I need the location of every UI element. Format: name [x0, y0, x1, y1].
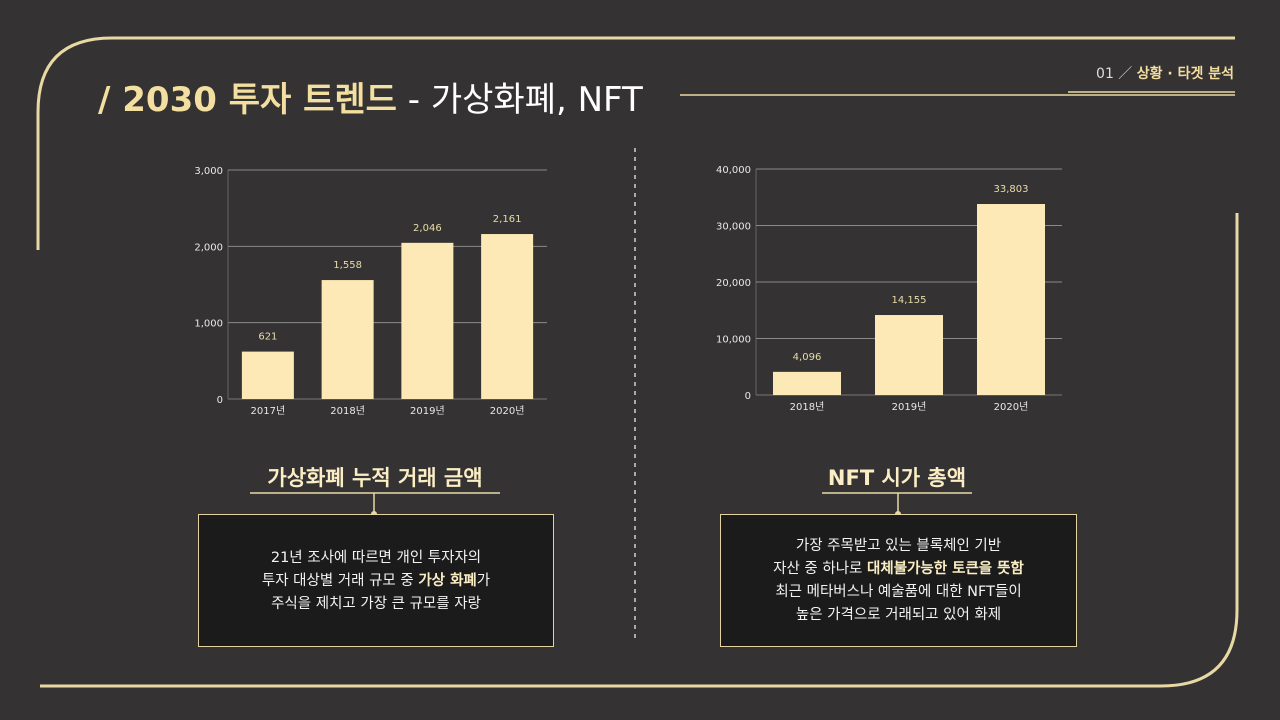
highlight: 가상 화폐 [418, 573, 477, 589]
data-label: 14,155 [892, 295, 927, 306]
text-line: 높은 가격으로 거래되고 있어 화제 [795, 607, 1002, 623]
data-label: 621 [258, 332, 277, 343]
bar [481, 234, 534, 399]
title-sub: - 가상화폐, NFT [396, 80, 643, 120]
section-number: 01 ／ [1096, 66, 1137, 82]
page-title: / 2030 투자 트렌드 - 가상화폐, NFT [98, 72, 643, 121]
x-tick-label: 2020년 [994, 401, 1029, 413]
bar [875, 315, 943, 395]
text-line: 투자 대상별 거래 규모 중 가상 화폐가 [199, 570, 553, 593]
text: 투자 대상별 거래 규모 중 [261, 573, 419, 589]
y-tick-label: 40,000 [716, 165, 751, 176]
text: 자산 중 하나로 [773, 561, 868, 577]
text: 가 [476, 573, 491, 589]
data-label: 33,803 [994, 184, 1029, 195]
x-tick-label: 2018년 [790, 401, 825, 413]
frame-top-left [36, 36, 1235, 250]
bar [321, 280, 374, 399]
y-tick-label: 1,000 [194, 319, 223, 330]
section-header: 01 ／ 상황 · 타겟 분석 [1096, 63, 1234, 83]
chart-nft: 0 10,000 20,000 30,000 40,000 4,096 2018년 14,15… [716, 165, 1062, 413]
highlight: 대체불가능한 토큰을 뜻함 [867, 561, 1024, 577]
bar [773, 371, 841, 395]
text-line: 주식을 제치고 가장 큰 규모를 자랑 [271, 596, 481, 612]
y-tick-label: 10,000 [716, 335, 751, 346]
y-tick-label: 3,000 [194, 166, 223, 177]
data-label: 4,096 [793, 352, 822, 363]
bar [401, 242, 454, 399]
x-tick-label: 2019년 [892, 401, 927, 413]
x-tick-label: 2019년 [410, 405, 445, 417]
title-main: / 2030 투자 트렌드 [98, 80, 397, 120]
text-line: 최근 메타버스나 예술품에 대한 NFT들이 [775, 584, 1022, 600]
x-tick-label: 2020년 [490, 405, 525, 417]
text-line: 21년 조사에 따르면 개인 투자자의 [270, 550, 482, 566]
section-label: 상황 · 타겟 분석 [1136, 66, 1234, 82]
y-tick-label: 0 [745, 391, 751, 402]
crypto-description-box: 21년 조사에 따르면 개인 투자자의 투자 대상별 거래 규모 중 가상 화폐… [198, 514, 554, 647]
nft-description-box: 가장 주목받고 있는 블록체인 기반 자산 중 하나로 대체불가능한 토큰을 뜻… [720, 514, 1077, 647]
data-label: 2,161 [493, 214, 522, 225]
y-tick-label: 0 [217, 395, 223, 406]
x-tick-label: 2018년 [330, 405, 365, 417]
frame-bottom-right [40, 213, 1239, 688]
text-line: 가장 주목받고 있는 블록체인 기반 [795, 538, 1002, 554]
chart-title-nft: NFT 시가 총액 [827, 466, 967, 490]
chart-title-crypto: 가상화폐 누적 거래 금액 [267, 466, 483, 490]
y-tick-label: 30,000 [716, 222, 751, 233]
x-tick-label: 2017년 [251, 405, 286, 417]
bar [977, 204, 1045, 395]
text-line: 자산 중 하나로 대체불가능한 토큰을 뜻함 [721, 558, 1076, 581]
data-label: 2,046 [413, 223, 442, 234]
bar [241, 351, 294, 399]
y-tick-label: 2,000 [194, 242, 223, 253]
y-tick-label: 20,000 [716, 278, 751, 289]
chart-crypto: 0 1,000 2,000 3,000 621 2017년 1,558 2018년 2,046 2… [194, 166, 547, 417]
data-label: 1,558 [333, 260, 362, 271]
